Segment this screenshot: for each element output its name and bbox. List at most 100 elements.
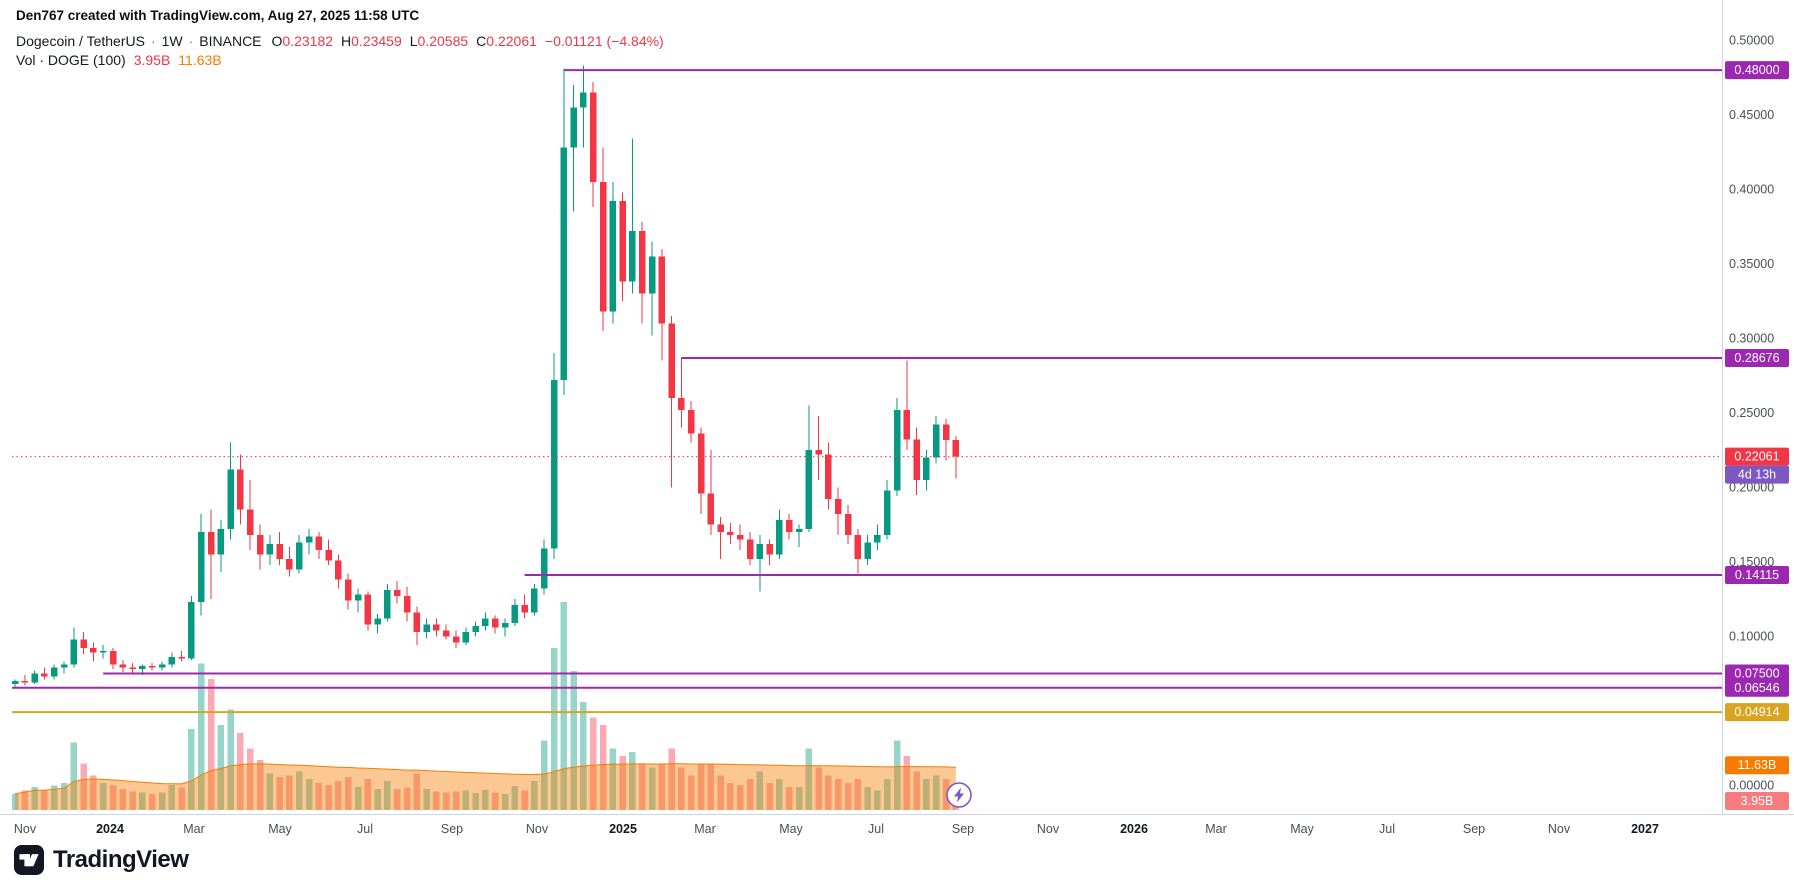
candle-body (923, 457, 930, 480)
price-chart-canvas[interactable]: 0.50000 0.45000 0.40000 0.35000 0.30000 0.250… (0, 0, 1794, 840)
candle-body (560, 147, 568, 381)
volume-bar (276, 777, 283, 810)
candle-body (148, 666, 156, 668)
time-tick-label: May (779, 822, 803, 836)
candle-body (50, 667, 58, 677)
candle-body (893, 409, 901, 491)
candle-body (501, 622, 509, 628)
symbol-title[interactable]: Dogecoin / TetherUS (16, 33, 145, 49)
volume-bar (354, 786, 362, 810)
volume-bar (570, 671, 577, 810)
volume-bar (237, 732, 244, 810)
price-tick-label: 0.30000 (1729, 331, 1774, 345)
candles (11, 65, 960, 687)
volume-bar (766, 783, 773, 810)
volume-legend-row: Vol · DOGE (100) 3.95B 11.63B (16, 52, 222, 68)
volume-bar (442, 792, 450, 810)
tradingview-logo[interactable]: TradingView (14, 845, 189, 875)
volume-bar (864, 786, 871, 810)
price-axis-badge: 0.07500 (1725, 664, 1789, 683)
flash-event-icon[interactable] (946, 782, 972, 808)
price-tick-label: 0.15000 (1729, 555, 1774, 569)
price-tick-label: 0.50000 (1729, 33, 1774, 47)
time-tick-label: Sep (952, 822, 974, 836)
volume-bar (413, 773, 421, 810)
low-readout: L0.20585 (410, 33, 468, 49)
candle-body (188, 602, 195, 659)
volume-bar (638, 763, 646, 810)
candle-body (805, 450, 813, 530)
volume-bar (168, 784, 176, 810)
tradingview-logo-icon (14, 845, 44, 875)
price-axis[interactable]: 0.50000 0.45000 0.40000 0.35000 0.30000 0.250… (1722, 0, 1790, 814)
horizontal-levels[interactable] (12, 69, 1722, 714)
volume-bar (197, 663, 205, 810)
candle-body (932, 424, 940, 458)
candle-body (707, 493, 715, 525)
svg-text:11.63B: 11.63B (1738, 758, 1777, 772)
volume-bar (678, 767, 685, 810)
volume-bar (795, 786, 803, 810)
candle-body (629, 231, 636, 282)
volume-bar (60, 783, 68, 810)
volume-bar (491, 792, 499, 810)
candle-body (589, 92, 597, 182)
time-tick-label: Mar (1205, 822, 1227, 836)
interval-label[interactable]: 1W (161, 33, 183, 49)
volume-bar (932, 775, 940, 810)
separator-dot: · (150, 33, 156, 49)
open-value: 0.23182 (282, 33, 334, 49)
volume-bar (805, 748, 813, 810)
candle-body (452, 636, 460, 643)
symbol-legend-row: Dogecoin / TetherUS · 1W · BINANCE O0.23… (16, 33, 664, 49)
candle-body (491, 618, 499, 628)
volume-bar (844, 783, 852, 810)
svg-text:0.06546: 0.06546 (1734, 681, 1779, 695)
volume-bar (717, 775, 724, 810)
candle-body (687, 409, 695, 434)
volume-bar (315, 783, 323, 810)
volume-bar (452, 791, 460, 810)
volume-current-value: 3.95B (133, 52, 171, 68)
time-axis[interactable]: Nov 2024 Mar May Jul Sep Nov 2025 Mar May Jul Sep No… (0, 814, 1794, 837)
candle-body (785, 520, 793, 532)
volume-indicator-label[interactable]: Vol · DOGE (100) (16, 52, 126, 68)
candle-body (237, 469, 244, 510)
price-tick-label: 0.35000 (1729, 257, 1774, 271)
candle-body (31, 673, 38, 683)
candle-body (668, 323, 675, 398)
volume-bar (482, 789, 489, 810)
volume-bar (217, 725, 225, 810)
volume-bar (227, 709, 234, 810)
volume-bar (874, 790, 881, 810)
volume-bar (286, 775, 293, 810)
candle-body (844, 514, 852, 535)
exchange-label[interactable]: BINANCE (199, 33, 262, 49)
volume-bar (609, 748, 617, 810)
candle-body (482, 618, 489, 626)
candle-body (442, 630, 450, 637)
volume-bar (756, 771, 764, 810)
candle-body (217, 529, 225, 555)
volume-bar (531, 781, 538, 810)
candle-body (795, 529, 803, 532)
candle-body (266, 543, 274, 555)
price-axis-badge: 0.06546 (1725, 678, 1789, 697)
candle-body (295, 542, 303, 570)
volume-bar (11, 793, 19, 810)
candle-body (658, 256, 666, 324)
time-tick-label: May (268, 822, 292, 836)
candle-body (384, 590, 391, 619)
candle-body (540, 548, 548, 589)
volume-ma (14, 763, 956, 810)
candle-body (207, 532, 215, 555)
volume-bar (295, 771, 303, 810)
candle-body (99, 651, 107, 653)
close-value: 0.22061 (486, 33, 537, 49)
time-tick-label: Jul (868, 822, 884, 836)
candle-body (315, 536, 323, 550)
time-tick-label: 2024 (96, 822, 124, 836)
candle-body (580, 92, 587, 108)
price-axis-badge: 0.48000 (1725, 61, 1789, 80)
